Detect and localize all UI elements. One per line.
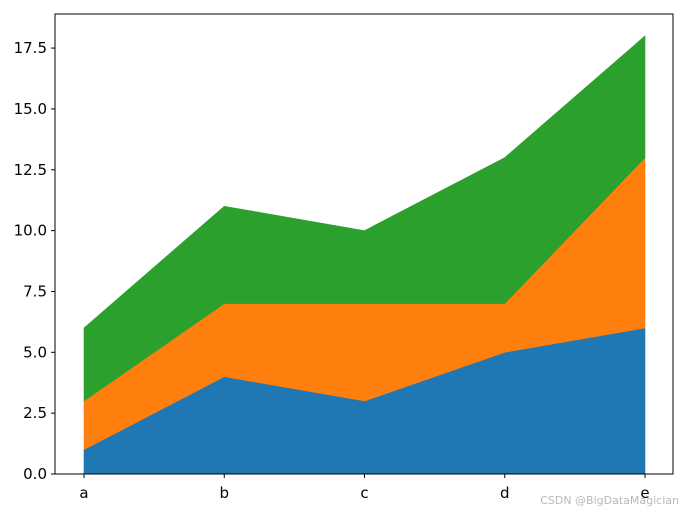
y-tick-label: 17.5: [14, 39, 47, 57]
y-tick-label: 15.0: [14, 100, 47, 118]
y-axis: 0.0 2.5 5.0 7.5 10.0 12.5 15.0 17.5: [14, 39, 55, 483]
watermark-text: CSDN @BigDataMagician: [540, 494, 679, 507]
y-tick-label: 12.5: [14, 161, 47, 179]
x-axis: a b c d e: [79, 474, 650, 502]
area-series-group: [83, 35, 646, 475]
y-tick-label: 7.5: [23, 282, 47, 300]
y-tick-label: 2.5: [23, 404, 47, 422]
y-tick-label: 0.0: [23, 465, 47, 483]
x-tick-label: c: [360, 484, 368, 502]
x-tick-label: a: [79, 484, 88, 502]
y-tick-label: 5.0: [23, 343, 47, 361]
area-series-3: [83, 35, 646, 402]
x-tick-label: e: [640, 484, 649, 502]
x-tick-label: b: [219, 484, 229, 502]
x-tick-label: d: [500, 484, 510, 502]
y-tick-label: 10.0: [14, 222, 47, 240]
